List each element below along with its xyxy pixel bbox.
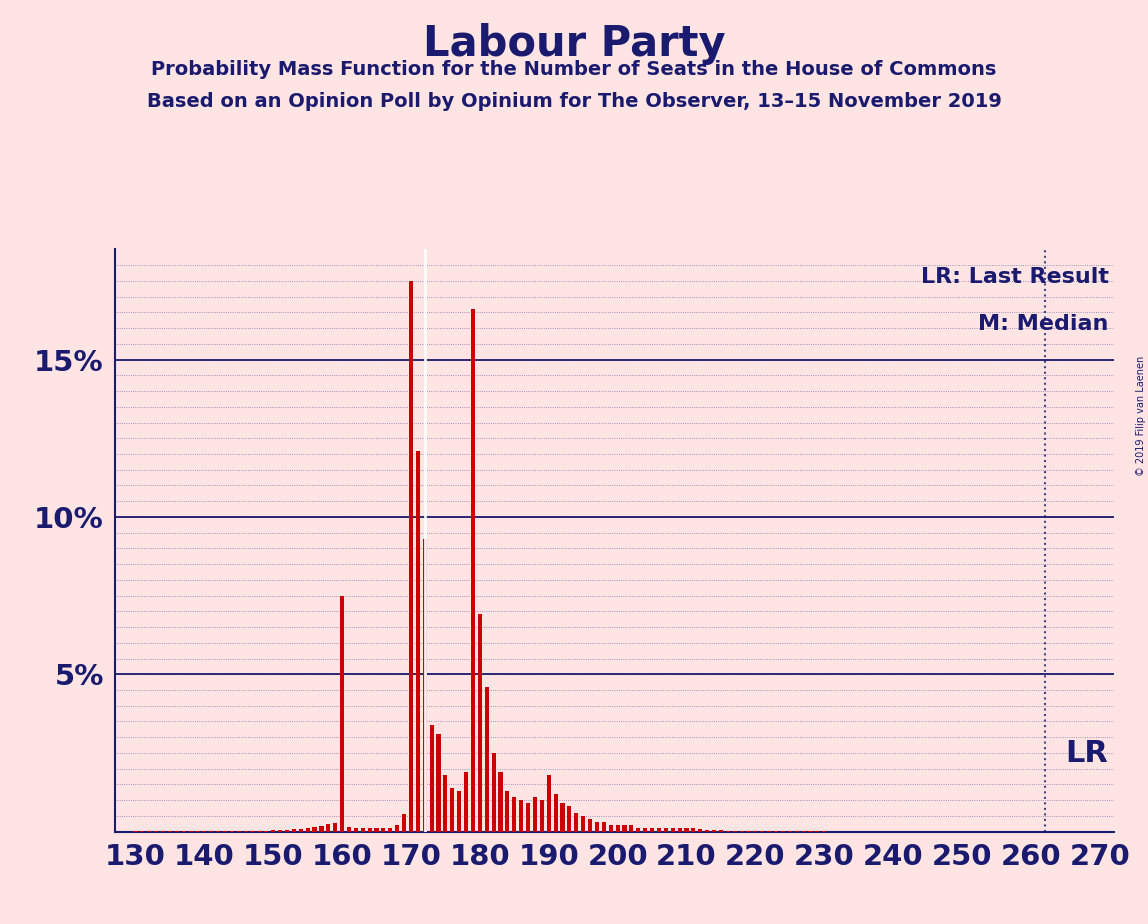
Bar bbox=[608, 825, 613, 832]
Bar bbox=[595, 822, 599, 832]
Bar bbox=[677, 829, 682, 832]
Bar bbox=[374, 829, 379, 832]
Bar bbox=[457, 791, 461, 832]
Bar bbox=[705, 830, 709, 832]
Bar bbox=[698, 829, 703, 832]
Bar bbox=[553, 794, 558, 832]
Bar bbox=[264, 831, 269, 832]
Bar bbox=[684, 829, 689, 832]
Bar bbox=[546, 775, 551, 832]
Bar bbox=[422, 539, 427, 832]
Bar bbox=[395, 825, 400, 832]
Bar bbox=[312, 827, 317, 832]
Bar bbox=[278, 830, 282, 832]
Bar bbox=[319, 826, 324, 832]
Text: M: Median: M: Median bbox=[978, 313, 1109, 334]
Bar bbox=[388, 828, 393, 832]
Bar bbox=[450, 787, 455, 832]
Bar bbox=[629, 825, 634, 832]
Bar bbox=[664, 829, 668, 832]
Bar bbox=[512, 797, 517, 832]
Bar bbox=[540, 800, 544, 832]
Bar bbox=[498, 772, 503, 832]
Bar bbox=[643, 829, 647, 832]
Bar bbox=[354, 828, 358, 832]
Bar bbox=[670, 829, 675, 832]
Bar bbox=[402, 814, 406, 832]
Bar bbox=[739, 831, 744, 832]
Bar bbox=[526, 803, 530, 832]
Bar bbox=[367, 828, 372, 832]
Bar bbox=[347, 827, 351, 832]
Bar bbox=[622, 825, 627, 832]
Bar bbox=[533, 797, 537, 832]
Bar bbox=[436, 734, 441, 832]
Bar bbox=[491, 753, 496, 832]
Bar bbox=[560, 803, 565, 832]
Bar bbox=[340, 596, 344, 832]
Bar bbox=[326, 824, 331, 832]
Bar bbox=[464, 772, 468, 832]
Bar bbox=[581, 816, 585, 832]
Text: Based on an Opinion Poll by Opinium for The Observer, 13–15 November 2019: Based on an Opinion Poll by Opinium for … bbox=[147, 92, 1001, 112]
Bar bbox=[298, 829, 303, 832]
Text: Labour Party: Labour Party bbox=[422, 23, 726, 65]
Bar bbox=[712, 830, 716, 832]
Bar bbox=[567, 807, 572, 832]
Bar bbox=[505, 791, 510, 832]
Bar bbox=[588, 819, 592, 832]
Bar bbox=[443, 775, 448, 832]
Bar bbox=[478, 614, 482, 832]
Bar bbox=[574, 813, 579, 832]
Bar bbox=[636, 829, 641, 832]
Bar bbox=[657, 829, 661, 832]
Text: LR: Last Result: LR: Last Result bbox=[921, 267, 1109, 287]
Text: LR: LR bbox=[1065, 738, 1109, 768]
Bar bbox=[471, 310, 475, 832]
Bar bbox=[484, 687, 489, 832]
Bar bbox=[416, 451, 420, 832]
Text: © 2019 Filip van Laenen: © 2019 Filip van Laenen bbox=[1135, 356, 1146, 476]
Bar bbox=[726, 831, 730, 832]
Bar bbox=[719, 831, 723, 832]
Text: Probability Mass Function for the Number of Seats in the House of Commons: Probability Mass Function for the Number… bbox=[152, 60, 996, 79]
Bar bbox=[381, 829, 386, 832]
Bar bbox=[602, 822, 606, 832]
Bar bbox=[285, 830, 289, 832]
Bar bbox=[271, 831, 276, 832]
Bar bbox=[650, 829, 654, 832]
Bar bbox=[305, 828, 310, 832]
Bar bbox=[732, 831, 737, 832]
Bar bbox=[409, 281, 413, 832]
Bar bbox=[360, 828, 365, 832]
Bar bbox=[429, 724, 434, 832]
Bar bbox=[333, 822, 338, 832]
Bar bbox=[519, 800, 523, 832]
Bar bbox=[615, 825, 620, 832]
Bar bbox=[691, 829, 696, 832]
Bar bbox=[292, 830, 296, 832]
